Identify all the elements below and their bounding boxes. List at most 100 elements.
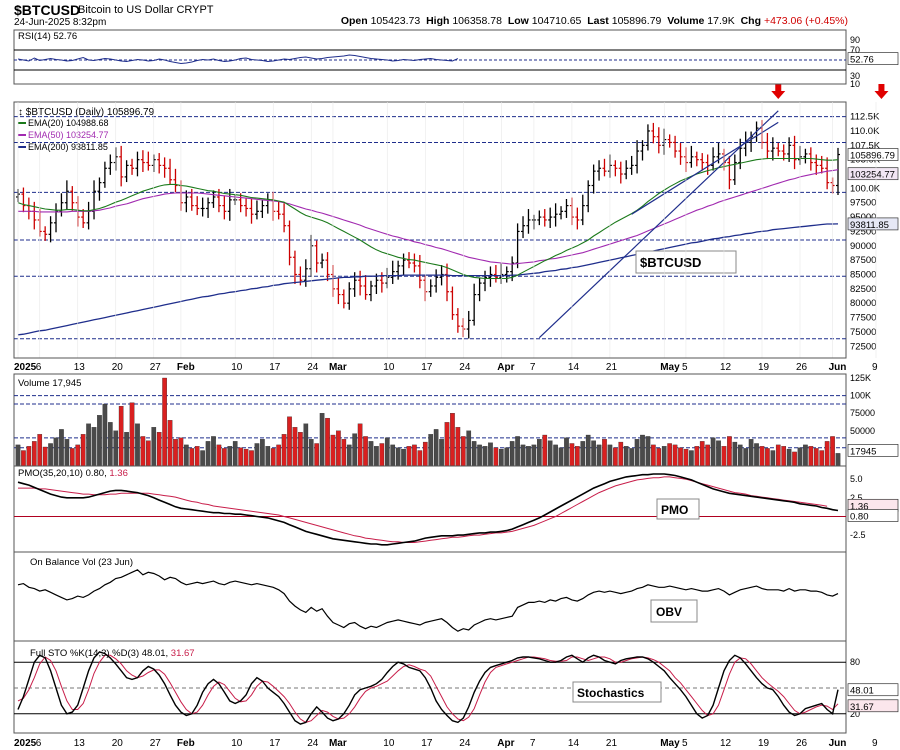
x-axis-bottom-label: 12: [720, 738, 732, 749]
peak-arrow-icon: [874, 84, 889, 99]
volume-axis-label: 50000: [850, 426, 875, 436]
volume-bar-98: [547, 440, 553, 467]
volume-bar-59: [336, 430, 341, 467]
volume-bar-31: [184, 444, 189, 467]
sto-annotation: Stochastics: [577, 686, 645, 700]
volume-bar-26: [156, 432, 162, 467]
x-axis-bottom-label: 17: [421, 738, 433, 749]
volume-bar-135: [748, 439, 754, 467]
rsi-legend: RSI(14) 52.76: [18, 31, 77, 42]
ema20-line: [17, 157, 839, 280]
volume-bar-134: [743, 448, 749, 467]
volume-bar-113: [629, 448, 634, 467]
volume-bar-43: [249, 450, 254, 467]
volume-bar-138: [765, 448, 770, 467]
volume-bar-7: [53, 437, 59, 467]
volume-bar-48: [276, 444, 281, 467]
ema50-tag: 103254.77: [850, 170, 895, 181]
rsi-axis-label: 30: [850, 71, 860, 81]
volume-bar-12: [80, 434, 86, 467]
x-axis-label: 24: [307, 362, 319, 373]
volume-bar-123: [683, 448, 689, 467]
volume-bar-124: [689, 450, 694, 467]
x-axis-bottom-label: 10: [231, 738, 243, 749]
x-axis-bottom-label: 2025: [14, 738, 37, 749]
rsi-line: [17, 54, 459, 65]
volume-bar-52: [298, 432, 303, 467]
volume-bar-78: [439, 439, 444, 467]
volume-bar-44: [254, 443, 260, 467]
volume-bar-50: [287, 416, 292, 467]
volume-bar-54: [308, 439, 314, 467]
price-axis-label: 85000: [850, 269, 876, 280]
obv-annotation-box: [650, 599, 698, 623]
high-label: High: [426, 15, 450, 27]
volume-bar-144: [797, 447, 803, 467]
volume-bar-128: [710, 437, 716, 467]
volume-bar-19: [118, 406, 124, 467]
pmo-value-tag: 0.80: [850, 511, 869, 522]
volume-bar-24: [146, 440, 151, 467]
pmo-value-tag-box: [847, 509, 899, 522]
sto-d-value: 31.67: [171, 648, 195, 659]
volume-bar-150: [830, 436, 835, 467]
volume-bar-55: [314, 443, 319, 467]
pmo-legend: PMO(35,20,10) 0.80, 1.36: [18, 468, 128, 479]
volume-bar-94: [526, 446, 531, 467]
price-axis-label: 107.5K: [850, 140, 881, 151]
volume-bar-1: [21, 450, 26, 467]
x-axis-label: Apr: [497, 362, 514, 373]
price-axis-label: 90000: [850, 241, 876, 252]
price-annotation: $BTCUSD: [640, 255, 701, 270]
volume-bar-137: [759, 446, 765, 467]
chart-datetime: 24-Jun-2025 8:32pm: [14, 17, 107, 28]
volume-bar-5: [42, 446, 48, 467]
volume-bar-80: [450, 413, 455, 467]
volume-bar-96: [537, 439, 542, 467]
volume-bar-110: [613, 447, 618, 467]
volume-bar-142: [786, 448, 792, 467]
volume-bar-99: [553, 444, 558, 467]
sto-k-tag: 48.01: [850, 686, 874, 697]
volume-bar-92: [515, 436, 520, 467]
price-axis-label: 92500: [850, 226, 876, 237]
price-axis-label: 100.0K: [850, 183, 881, 194]
x-axis-label: 17: [421, 362, 433, 373]
high-value: 106358.78: [452, 15, 502, 27]
price-legend-1: EMA(50) 103254.77: [28, 130, 109, 140]
x-axis-label: Mar: [329, 362, 347, 373]
x-axis-bottom-label: 10: [383, 738, 395, 749]
volume-bar-89: [498, 448, 504, 467]
volume-bar-109: [607, 444, 613, 467]
x-axis-label: 5: [682, 362, 688, 373]
volume-bar-97: [542, 434, 548, 467]
volume-bar-132: [732, 441, 738, 467]
x-axis-bottom-label: 20: [112, 738, 124, 749]
volume-bar-145: [803, 444, 808, 467]
x-axis-bottom-label: Apr: [497, 738, 514, 749]
price-axis-label: 82500: [850, 284, 876, 295]
x-axis-bottom-label: 27: [150, 738, 162, 749]
volume-bar-116: [645, 436, 651, 467]
x-axis-bottom-label: 19: [758, 738, 770, 749]
volume-bar-76: [428, 434, 434, 467]
x-axis-bottom-label: Mar: [329, 738, 347, 749]
volume-bar-40: [232, 441, 238, 467]
volume-bar-101: [564, 437, 569, 467]
volume-bar-15: [97, 415, 102, 467]
x-axis-label: 27: [150, 362, 162, 373]
x-axis-label: Feb: [177, 362, 195, 373]
x-axis-strip: [14, 359, 846, 373]
rsi-axis-label: 10: [850, 79, 860, 89]
volume-bar-82: [460, 436, 466, 467]
volume-bar-149: [824, 441, 830, 467]
rsi-axis-label: 90: [850, 35, 860, 45]
x-axis-bottom-label: Feb: [177, 738, 195, 749]
volume-bar-33: [194, 446, 200, 467]
volume-bar-86: [482, 446, 488, 467]
volume-legend: Volume 17,945: [18, 378, 81, 389]
volume-bar-4: [37, 434, 43, 467]
sto-axis-label: 80: [850, 657, 860, 667]
volume-bar-90: [504, 447, 510, 467]
